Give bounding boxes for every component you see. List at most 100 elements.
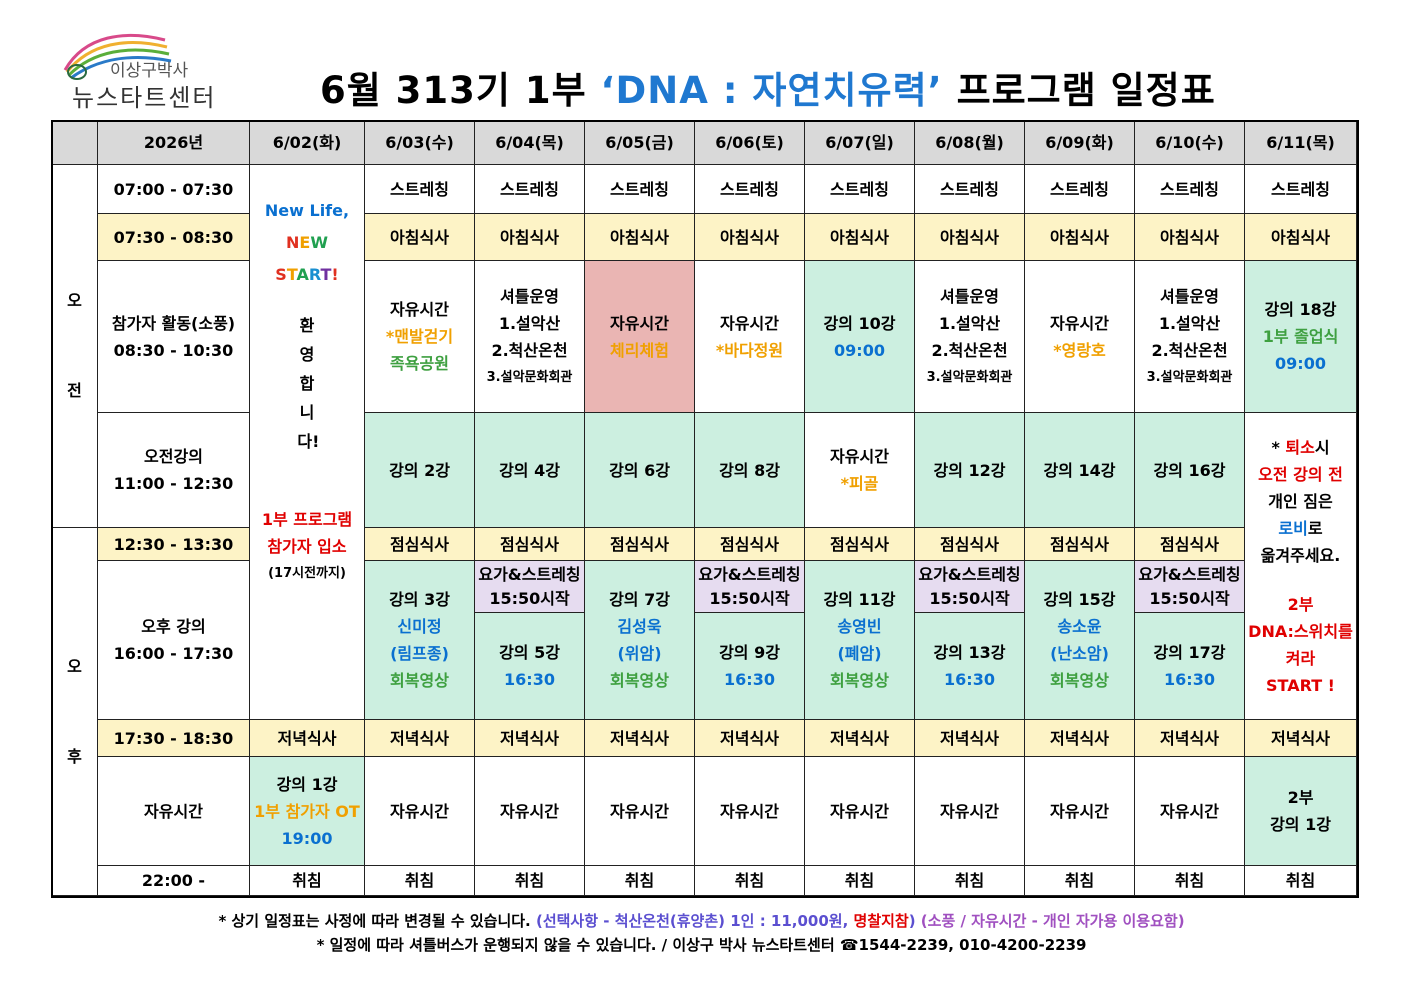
cell-line: 강의 14강 — [1043, 460, 1116, 480]
table-cell: 아침식사 — [915, 214, 1025, 261]
cell-line: 강의 18강 — [1264, 300, 1337, 319]
table-cell: 자유시간 — [1135, 757, 1245, 866]
table-cell: 스트레칭 — [585, 165, 695, 214]
table-cell: 17:30 - 18:30 — [98, 720, 250, 757]
table-cell: 자유시간 *바다정원 — [695, 261, 805, 413]
cell-line: 회복영상 — [610, 671, 669, 690]
cell-line: 아침식사 — [1050, 227, 1109, 247]
cell-line: (폐암) — [837, 644, 882, 663]
table-cell: 아침식사 — [475, 214, 585, 261]
table-cell: 취침 — [1135, 866, 1245, 896]
table-cell: 점심식사 — [365, 528, 475, 561]
table-cell: 스트레칭 — [1245, 165, 1357, 214]
logo-line1: 이상구박사 — [110, 61, 189, 81]
cell-line: 15:50시작 — [709, 588, 790, 608]
table-cell: 12:30 - 13:30 — [98, 528, 250, 561]
logo-ring — [67, 64, 87, 80]
header-text: 6/06(토) — [715, 133, 784, 152]
cell-line: 1부 프로그램 — [261, 510, 353, 529]
cell-line: 취침 — [954, 871, 985, 890]
cell-line: 취침 — [1174, 871, 1205, 890]
letter: S — [275, 265, 287, 284]
cell-line: 1부 졸업식 — [1262, 327, 1339, 346]
cell-line: 15:50시작 — [929, 588, 1010, 608]
table-cell: 자유시간 — [475, 757, 585, 866]
cell-line: 자유시간 — [830, 447, 889, 466]
cell-line: (17시전까지) — [268, 566, 346, 581]
cell-line: 스트레칭 — [1271, 179, 1330, 199]
table-cell: 점심식사 — [1135, 528, 1245, 561]
header-cell: 6/08(월) — [915, 121, 1025, 165]
table-cell: 스트레칭 — [475, 165, 585, 214]
letter: W — [310, 233, 328, 252]
cell-line: 강의 7강 — [609, 590, 670, 609]
cell-line: 참가자 활동(소풍) — [111, 313, 236, 333]
table-cell: 저녁식사 — [365, 720, 475, 757]
cell-line: START! — [275, 259, 338, 291]
table-cell: 점심식사 — [805, 528, 915, 561]
footer-text: (소풍 / 자유시간 - 개인 자가용 이용요함) — [915, 912, 1185, 930]
table-cell: 아침식사 — [695, 214, 805, 261]
cell-line: 요가&스트레칭 — [1138, 564, 1241, 584]
logo-line2: 뉴스타트센터 — [72, 84, 217, 112]
cell-line: 점심식사 — [390, 534, 449, 554]
cell-line: 참가자 입소 — [267, 537, 347, 556]
logo-swoosh — [65, 41, 168, 73]
cell-line: 취침 — [514, 871, 545, 890]
header-text: 2026년 — [143, 133, 204, 152]
cell-line: 스트레칭 — [390, 179, 449, 199]
cell-line: 점심식사 — [830, 534, 889, 554]
cell-line: 07:30 - 08:30 — [113, 227, 234, 247]
cell-line: 자유시간 — [830, 801, 889, 821]
cell-line: 강의 1강 — [1270, 815, 1331, 834]
table-cell: 저녁식사 — [805, 720, 915, 757]
cell-line: 16:30 — [724, 670, 775, 689]
table-cell: 2부 강의 1강 — [1245, 757, 1357, 866]
cell-line: 2.척산온천 — [931, 340, 1008, 360]
cell-line: 저녁식사 — [830, 728, 889, 748]
table-cell: 강의 14강 — [1025, 413, 1135, 528]
header-cell: 6/05(금) — [585, 121, 695, 165]
logo-mark — [63, 34, 172, 80]
cell-line: 2.척산온천 — [1151, 340, 1228, 360]
table-cell: 오후 강의 16:00 - 17:30 — [98, 561, 250, 720]
cell-line: 스트레칭 — [1160, 179, 1219, 199]
cell-line: 셔틀운영 — [1160, 286, 1219, 306]
cell-line: 저녁식사 — [277, 728, 337, 748]
cell-line: New Life, — [264, 201, 350, 220]
header-text: 6/08(월) — [935, 133, 1004, 152]
cell-line: 16:00 - 17:30 — [113, 644, 234, 663]
corner-cell — [52, 121, 98, 165]
cell-line: 08:30 - 10:30 — [113, 340, 234, 360]
table-cell: 아침식사 — [585, 214, 695, 261]
cell-line: 체리체험 — [610, 340, 669, 360]
cell-line: (위암) — [617, 644, 662, 663]
cell-line: 취침 — [734, 871, 765, 890]
cell-line: 켜라 — [1285, 648, 1316, 668]
cell-line: 자유시간 — [144, 801, 203, 821]
letter: E — [299, 233, 311, 252]
cell-line: 3.설악문화회관 — [486, 369, 573, 385]
table-cell: 셔틀운영 1.설악산 2.척산온천 3.설악문화회관 — [915, 261, 1025, 413]
letter: T — [286, 265, 297, 284]
title-part: 6월 313기 1부 — [320, 69, 601, 112]
table-cell: 스트레칭 — [805, 165, 915, 214]
header-text: 6/11(목) — [1266, 133, 1335, 152]
cell-line: 아침식사 — [1271, 227, 1330, 247]
cell-line: 스트레칭 — [500, 179, 559, 199]
cell-line: 1.설악산 — [1158, 313, 1221, 333]
table-cell: 요가&스트레칭 15:50시작 — [915, 561, 1025, 613]
cell-line: 오전 강의 전 — [1258, 464, 1343, 484]
cell-line: 취침 — [624, 871, 655, 890]
footer-text: 명찰지참 — [853, 912, 909, 930]
table-cell: 저녁식사 — [695, 720, 805, 757]
table-cell: New Life, NEW START! 환영합니다! 1부 프로그램 참가자 입소 (17… — [250, 165, 365, 720]
table-cell: 강의 15강 송소윤 (난소암) 회복영상 — [1025, 561, 1135, 720]
cell-line: 점심식사 — [1160, 534, 1219, 554]
table-cell: 취침 — [585, 866, 695, 896]
table-cell: 강의 8강 — [695, 413, 805, 528]
table-cell: 자유시간 *맨발걷기 족욕공원 — [365, 261, 475, 413]
header-cell: 6/09(화) — [1025, 121, 1135, 165]
cell-line: 송소윤 — [1057, 617, 1102, 636]
table-cell: 자유시간 — [1025, 757, 1135, 866]
